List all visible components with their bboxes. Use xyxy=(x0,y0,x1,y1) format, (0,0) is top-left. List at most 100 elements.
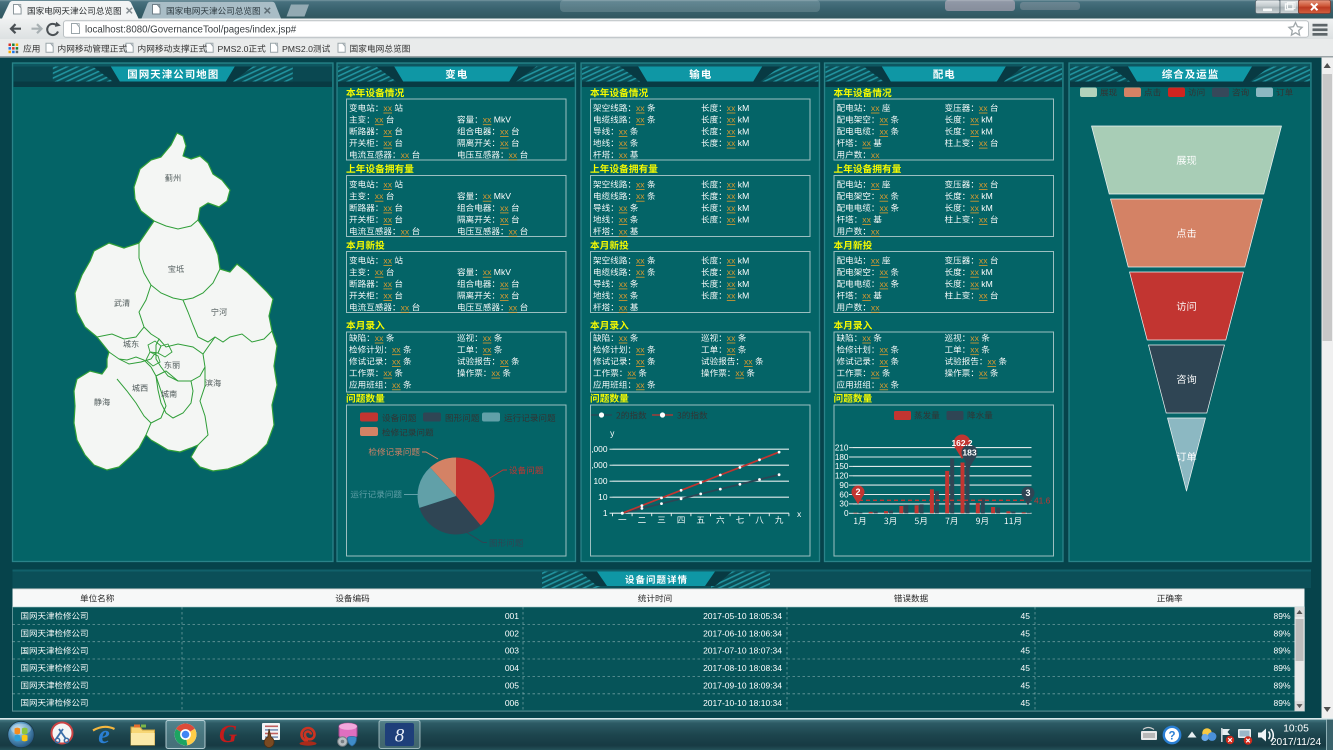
svg-text:xx: xx xyxy=(627,368,636,378)
svg-text:90: 90 xyxy=(839,481,849,490)
svg-text:xx: xx xyxy=(727,180,736,190)
svg-text:xx: xx xyxy=(979,180,988,190)
svg-text:xx: xx xyxy=(500,126,509,136)
svg-text:xx: xx xyxy=(880,115,889,125)
svg-text:xx: xx xyxy=(727,191,736,201)
svg-text:xx: xx xyxy=(636,345,645,355)
svg-text:xx: xx xyxy=(619,302,628,312)
svg-text:xx: xx xyxy=(483,115,492,125)
svg-text:kM: kM xyxy=(981,279,992,289)
svg-text:S: S xyxy=(295,44,301,54)
svg-text:xx: xx xyxy=(392,380,401,390)
svg-text:xx: xx xyxy=(871,302,880,312)
svg-text:002: 002 xyxy=(505,628,519,638)
svg-text:xx: xx xyxy=(970,345,979,355)
svg-text:xx: xx xyxy=(483,345,492,355)
svg-text:45: 45 xyxy=(1021,698,1031,708)
svg-text:xx: xx xyxy=(727,215,736,225)
svg-text:xx: xx xyxy=(979,215,988,225)
svg-text:kM: kM xyxy=(738,115,749,125)
svg-text:45: 45 xyxy=(1021,611,1031,621)
svg-text:xx: xx xyxy=(880,380,889,390)
svg-text:xx: xx xyxy=(970,267,979,277)
svg-text:xx: xx xyxy=(383,256,392,266)
svg-text:xx: xx xyxy=(727,345,736,355)
svg-text:45: 45 xyxy=(1021,663,1031,673)
svg-text:xx: xx xyxy=(636,256,645,266)
svg-text:xx: xx xyxy=(509,302,518,312)
svg-text:xx: xx xyxy=(727,203,736,213)
svg-text:89%: 89% xyxy=(1273,646,1290,656)
svg-text:xx: xx xyxy=(727,103,736,113)
svg-text:xx: xx xyxy=(619,203,628,213)
svg-text:0: 0 xyxy=(244,44,249,54)
svg-text:xx: xx xyxy=(383,291,392,301)
svg-text:xx: xx xyxy=(383,279,392,289)
svg-text:xx: xx xyxy=(392,356,401,366)
svg-text:210: 210 xyxy=(835,443,849,452)
svg-text:xx: xx xyxy=(401,302,410,312)
svg-text:xx: xx xyxy=(619,226,628,236)
svg-text:xx: xx xyxy=(375,333,384,343)
svg-text:xx: xx xyxy=(735,368,744,378)
svg-text:xx: xx xyxy=(383,215,392,225)
svg-text:xx: xx xyxy=(483,333,492,343)
svg-text:S: S xyxy=(231,44,237,54)
svg-text:xx: xx xyxy=(979,103,988,113)
svg-text:xx: xx xyxy=(880,191,889,201)
svg-text:xx: xx xyxy=(509,150,518,160)
svg-text:45: 45 xyxy=(1021,680,1031,690)
svg-text:xx: xx xyxy=(862,291,871,301)
svg-text:45: 45 xyxy=(1021,628,1031,638)
svg-text:xx: xx xyxy=(880,126,889,136)
svg-text:2: 2 xyxy=(236,44,241,54)
svg-text:89%: 89% xyxy=(1273,611,1290,621)
svg-text:xx: xx xyxy=(383,203,392,213)
svg-text:xx: xx xyxy=(871,226,880,236)
svg-text:xx: xx xyxy=(383,368,392,378)
svg-text:xx: xx xyxy=(979,368,988,378)
svg-text:100: 100 xyxy=(594,476,608,486)
svg-text:2017-05-10 18:05:34: 2017-05-10 18:05:34 xyxy=(703,611,782,621)
svg-text:MkV: MkV xyxy=(494,267,511,277)
svg-text:xx: xx xyxy=(619,215,628,225)
svg-text:.: . xyxy=(241,44,243,54)
svg-text:kM: kM xyxy=(738,279,749,289)
svg-text:xx: xx xyxy=(727,333,736,343)
svg-text:2017-06-10 18:06:34: 2017-06-10 18:06:34 xyxy=(703,628,782,638)
svg-text:2: 2 xyxy=(301,44,306,54)
svg-text:2017-09-10 18:09:34: 2017-09-10 18:09:34 xyxy=(703,680,782,690)
svg-text:xx: xx xyxy=(375,191,384,201)
svg-text:kM: kM xyxy=(981,126,992,136)
svg-text:kM: kM xyxy=(981,115,992,125)
svg-text:kM: kM xyxy=(738,103,749,113)
svg-text:xx: xx xyxy=(862,215,871,225)
svg-text:xx: xx xyxy=(979,138,988,148)
svg-text:M: M xyxy=(223,44,230,54)
svg-text:,000: ,000 xyxy=(591,444,608,454)
svg-text:004: 004 xyxy=(505,663,519,673)
svg-text:162.2: 162.2 xyxy=(952,438,973,448)
svg-text:xx: xx xyxy=(880,345,889,355)
svg-text:10:05: 10:05 xyxy=(1283,724,1309,735)
svg-text:xx: xx xyxy=(509,226,518,236)
svg-text:2017-10-10 18:10:34: 2017-10-10 18:10:34 xyxy=(703,698,782,708)
svg-text:xx: xx xyxy=(862,333,871,343)
svg-text:xx: xx xyxy=(636,103,645,113)
svg-text:kM: kM xyxy=(738,138,749,148)
svg-text:xx: xx xyxy=(862,138,871,148)
svg-text:89%: 89% xyxy=(1273,698,1290,708)
svg-text:005: 005 xyxy=(505,680,519,690)
svg-text:30: 30 xyxy=(839,500,849,509)
svg-text:xx: xx xyxy=(619,126,628,136)
svg-text:89%: 89% xyxy=(1273,680,1290,690)
svg-text:P: P xyxy=(282,44,288,54)
svg-text:e: e xyxy=(98,720,110,749)
svg-text:xx: xx xyxy=(970,279,979,289)
svg-text:xx: xx xyxy=(500,356,509,366)
svg-text:xx: xx xyxy=(727,256,736,266)
svg-text:xx: xx xyxy=(979,291,988,301)
svg-text:xx: xx xyxy=(392,345,401,355)
svg-text:003: 003 xyxy=(505,646,519,656)
svg-text:G: G xyxy=(219,721,237,748)
